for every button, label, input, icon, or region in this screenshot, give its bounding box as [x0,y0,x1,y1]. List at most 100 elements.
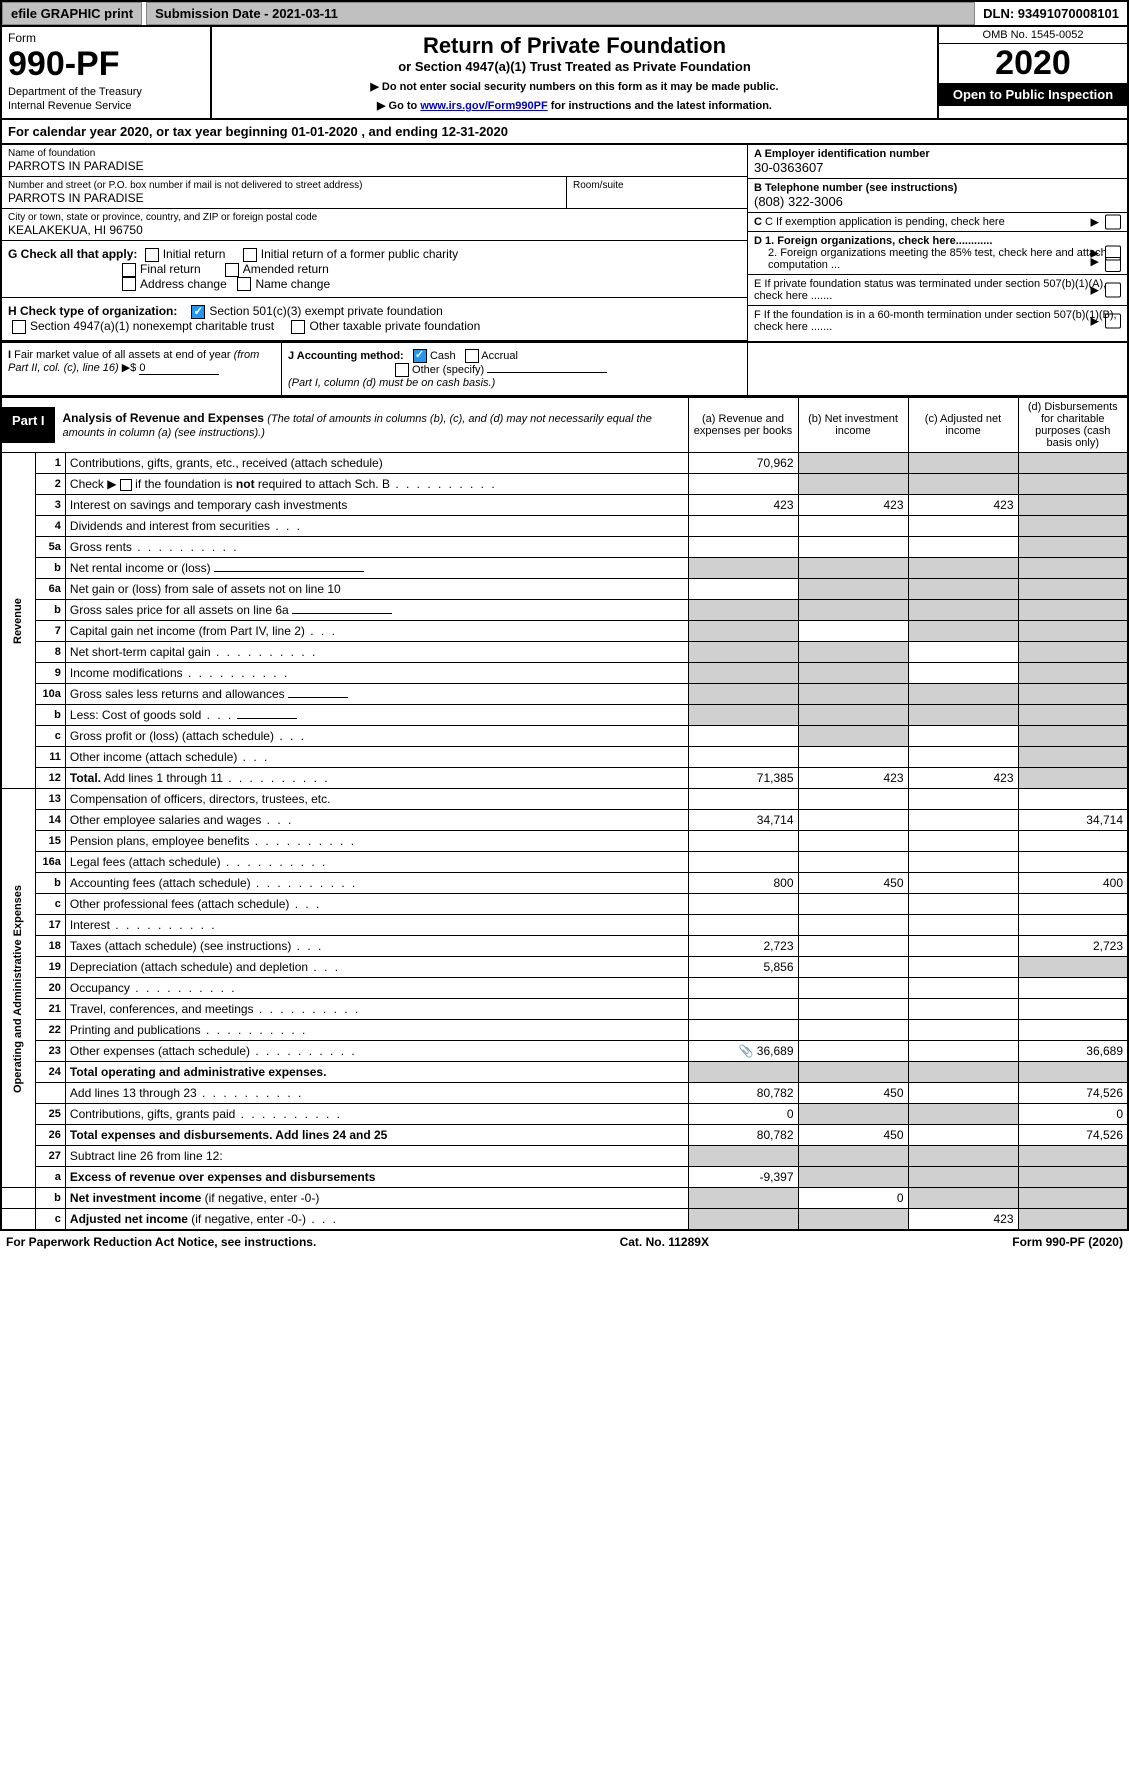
table-row: 4Dividends and interest from securities [1,516,1128,537]
section-a: A Employer identification number 30-0363… [748,145,1127,179]
form-note-1: ▶ Do not enter social security numbers o… [218,80,931,93]
col-b-header: (b) Net investment income [798,397,908,453]
checkbox-initial-former[interactable] [243,248,257,262]
table-row: bGross sales price for all assets on lin… [1,600,1128,621]
table-row: 17Interest [1,915,1128,936]
checkbox-c[interactable] [1105,215,1121,230]
checkbox-name-change[interactable] [237,277,251,291]
section-g: G Check all that apply: Initial return I… [2,241,747,298]
table-row: 22Printing and publications [1,1020,1128,1041]
checkbox-f[interactable] [1105,314,1121,329]
section-h: H Check type of organization: Section 50… [2,298,747,341]
footer-mid: Cat. No. 11289X [620,1235,709,1249]
checkbox-4947a1[interactable] [12,320,26,334]
form-id-block: Form 990-PF Department of the Treasury I… [2,27,212,118]
checkbox-d2[interactable] [1105,257,1121,272]
tax-year: 2020 [939,44,1127,83]
table-row: Operating and Administrative Expenses 13… [1,789,1128,810]
checkbox-accrual[interactable] [465,349,479,363]
table-row: bLess: Cost of goods sold [1,705,1128,726]
checkbox-initial-return[interactable] [145,248,159,262]
table-row: cAdjusted net income (if negative, enter… [1,1209,1128,1231]
part1-label: Part I [2,407,55,443]
checkbox-other[interactable] [395,363,409,377]
form-link[interactable]: www.irs.gov/Form990PF [420,100,547,112]
table-row: 11Other income (attach schedule) [1,747,1128,768]
efile-button[interactable]: efile GRAPHIC print [2,2,142,25]
section-j: J Accounting method: ✓ Cash Accrual Othe… [282,343,747,395]
table-row: 20Occupancy [1,978,1128,999]
table-row: 9Income modifications [1,663,1128,684]
table-row: Revenue 1Contributions, gifts, grants, e… [1,453,1128,474]
col-c-header: (c) Adjusted net income [908,397,1018,453]
checkbox-501c3[interactable] [191,305,205,319]
table-row: 8Net short-term capital gain [1,642,1128,663]
section-e: E If private foundation status was termi… [748,275,1127,306]
section-f-dup [747,343,1127,395]
submission-date: Submission Date - 2021-03-11 [146,2,975,25]
table-row: bNet investment income (if negative, ent… [1,1188,1128,1209]
table-row: 2Check ▶ if the foundation is not requir… [1,474,1128,495]
city-cell: City or town, state or province, country… [2,209,747,241]
table-row: 21Travel, conferences, and meetings [1,999,1128,1020]
col-a-header: (a) Revenue and expenses per books [688,397,798,453]
table-row: 10aGross sales less returns and allowanc… [1,684,1128,705]
expenses-label: Operating and Administrative Expenses [1,789,35,1188]
foundation-name-cell: Name of foundation PARROTS IN PARADISE [2,145,747,177]
section-f: F If the foundation is in a 60-month ter… [748,306,1127,336]
checkbox-address-change[interactable] [122,277,136,291]
section-d: D 1. Foreign organizations, check here..… [748,232,1127,275]
address-cell: Number and street (or P.O. box number if… [2,177,567,208]
form-year-block: OMB No. 1545-0052 2020 Open to Public In… [937,27,1127,118]
table-row: cOther professional fees (attach schedul… [1,894,1128,915]
table-row: 12Total. Add lines 1 through 1171,385423… [1,768,1128,789]
table-row: bAccounting fees (attach schedule)800450… [1,873,1128,894]
part1-title: Analysis of Revenue and Expenses (The to… [55,407,688,443]
table-row: 27Subtract line 26 from line 12: [1,1146,1128,1167]
checkbox-final-return[interactable] [122,263,136,277]
attach-icon[interactable]: 📎 [739,1044,754,1058]
revenue-label: Revenue [1,453,35,789]
sections-i-j: I Fair market value of all assets at end… [0,343,1129,396]
checkbox-sch-b[interactable] [120,479,132,491]
table-row: bNet rental income or (loss) [1,558,1128,579]
dept-treasury: Department of the Treasury [8,86,204,98]
table-row: 25Contributions, gifts, grants paid00 [1,1104,1128,1125]
dln-text: DLN: 93491070008101 [975,3,1127,24]
table-row: 19Depreciation (attach schedule) and dep… [1,957,1128,978]
info-grid: Name of foundation PARROTS IN PARADISE N… [0,145,1129,343]
table-row: 7Capital gain net income (from Part IV, … [1,621,1128,642]
form-title-block: Return of Private Foundation or Section … [212,27,937,118]
section-b: B Telephone number (see instructions) (8… [748,179,1127,213]
form-number: 990-PF [8,45,204,84]
form-header: Form 990-PF Department of the Treasury I… [0,27,1129,120]
footer-right: Form 990-PF (2020) [1012,1235,1123,1249]
room-cell: Room/suite [567,177,747,208]
table-row: 18Taxes (attach schedule) (see instructi… [1,936,1128,957]
calendar-year-row: For calendar year 2020, or tax year begi… [0,120,1129,145]
page-footer: For Paperwork Reduction Act Notice, see … [0,1231,1129,1253]
open-inspection: Open to Public Inspection [939,83,1127,106]
col-d-header: (d) Disbursements for charitable purpose… [1018,397,1128,453]
checkbox-e[interactable] [1105,283,1121,298]
checkbox-cash[interactable]: ✓ [413,349,427,363]
form-label: Form [8,31,204,45]
table-row: 26Total expenses and disbursements. Add … [1,1125,1128,1146]
omb-number: OMB No. 1545-0052 [939,27,1127,44]
section-c: C C If exemption application is pending,… [748,213,1127,232]
form-subtitle: or Section 4947(a)(1) Trust Treated as P… [218,59,931,74]
form-title: Return of Private Foundation [218,33,931,59]
table-row: 3Interest on savings and temporary cash … [1,495,1128,516]
table-row: 5aGross rents [1,537,1128,558]
table-row: 24Total operating and administrative exp… [1,1062,1128,1083]
table-row: 16aLegal fees (attach schedule) [1,852,1128,873]
table-row: 14Other employee salaries and wages34,71… [1,810,1128,831]
table-row: aExcess of revenue over expenses and dis… [1,1167,1128,1188]
checkbox-other-taxable[interactable] [291,320,305,334]
top-bar: efile GRAPHIC print Submission Date - 20… [0,0,1129,27]
table-row: cGross profit or (loss) (attach schedule… [1,726,1128,747]
form-note-2: ▶ Go to www.irs.gov/Form990PF for instru… [218,99,931,112]
checkbox-amended[interactable] [225,263,239,277]
dept-irs: Internal Revenue Service [8,100,204,112]
table-row: Add lines 13 through 2380,78245074,526 [1,1083,1128,1104]
